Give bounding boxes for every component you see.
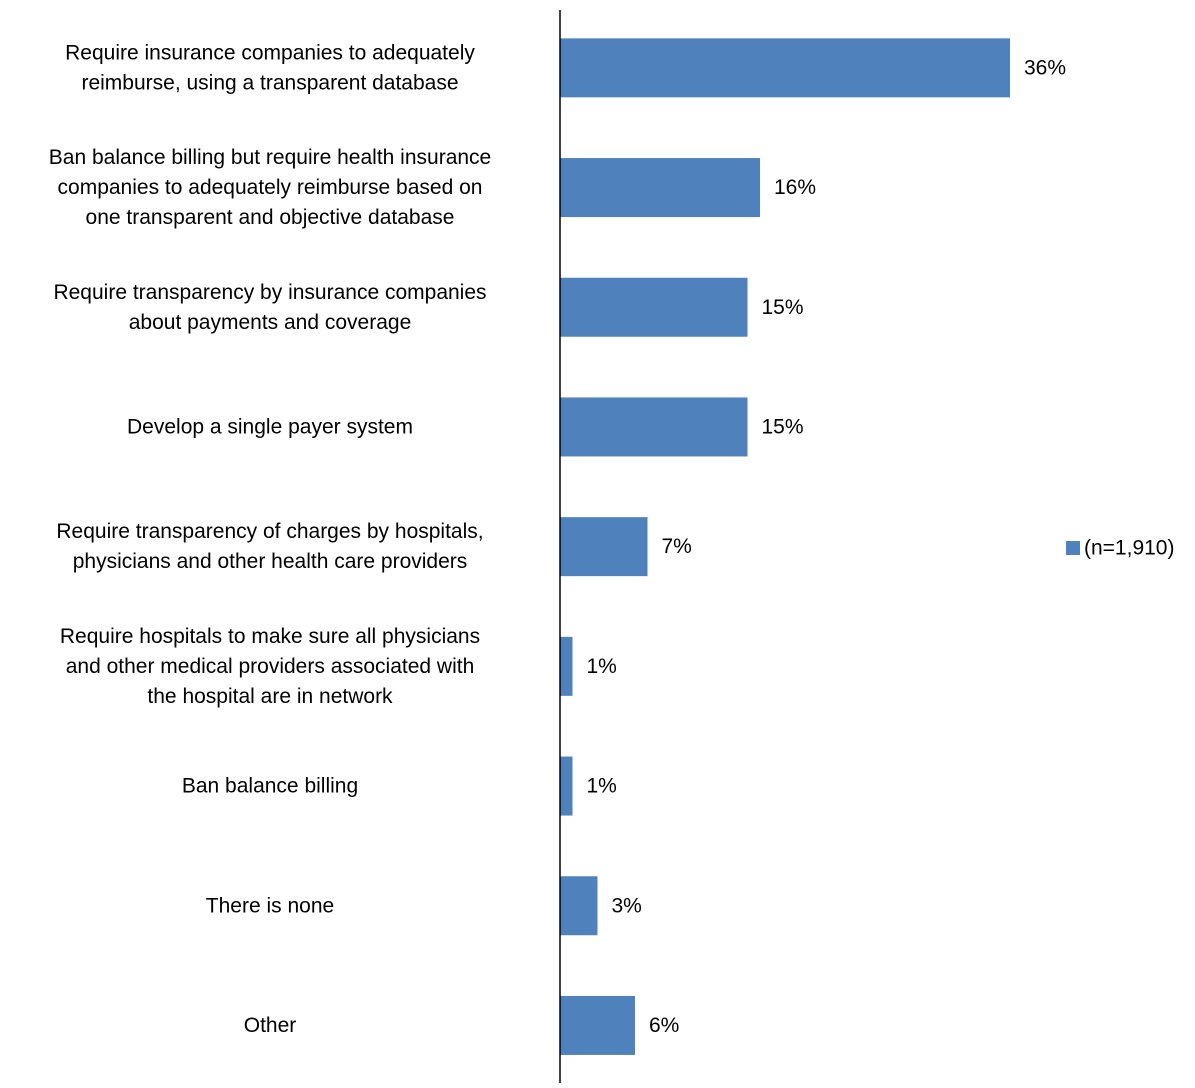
category-label: Ban balance billing but require health i… [49,146,491,229]
bar-value-label: 1% [587,775,617,798]
category-label: Require hospitals to make sure all physi… [60,625,480,708]
category-label-line: Require transparency by insurance compan… [53,281,486,304]
value-labels: 36% 16% 15% 15% 7% 1% 1% 3% 6% [587,56,1067,1037]
bar [560,38,1010,98]
category-label-line: companies to adequately reimburse based … [58,176,483,199]
bar [560,876,598,936]
category-label-line: about payments and coverage [129,311,412,334]
bar-value-label: 7% [662,535,692,558]
bars-layer [560,38,1010,1055]
category-label: Require insurance companies to adequatel… [65,41,475,94]
category-label-line: physicians and other health care provide… [73,550,468,573]
category-label-line: Other [244,1014,297,1037]
bar [560,158,760,218]
category-label-line: reimburse, using a transparent database [81,71,458,94]
category-label: Ban balance billing [182,775,358,798]
category-label: There is none [206,894,334,917]
bar-value-label: 3% [612,894,642,917]
category-labels: Require insurance companies to adequatel… [49,41,491,1037]
legend-swatch [1066,541,1080,555]
bar-value-label: 15% [762,415,804,438]
category-label-line: Require transparency of charges by hospi… [56,520,483,543]
bar [560,277,748,337]
bar-value-label: 36% [1024,56,1066,79]
category-label-line: Ban balance billing but require health i… [49,146,491,169]
category-label: Require transparency of charges by hospi… [56,520,483,573]
category-label-line: and other medical providers associated w… [66,655,475,678]
category-label-line: There is none [206,894,334,917]
legend: (n=1,910) [1066,537,1174,560]
bar [560,397,748,457]
bar [560,636,573,696]
category-label-line: Develop a single payer system [127,415,413,438]
bar [560,517,648,577]
category-label-line: Require insurance companies to adequatel… [65,41,475,64]
legend-label: (n=1,910) [1084,537,1174,560]
bar [560,756,573,816]
category-label: Other [244,1014,297,1037]
category-label: Develop a single payer system [127,415,413,438]
bar [560,995,635,1055]
category-label-line: one transparent and objective database [86,206,455,229]
bar-value-label: 16% [774,176,816,199]
bar-value-label: 15% [762,296,804,319]
bar-value-label: 1% [587,655,617,678]
category-label-line: the hospital are in network [147,685,393,708]
bar-value-label: 6% [649,1014,679,1037]
category-label-line: Require hospitals to make sure all physi… [60,625,480,648]
category-label-line: Ban balance billing [182,775,358,798]
category-label: Require transparency by insurance compan… [53,281,486,334]
